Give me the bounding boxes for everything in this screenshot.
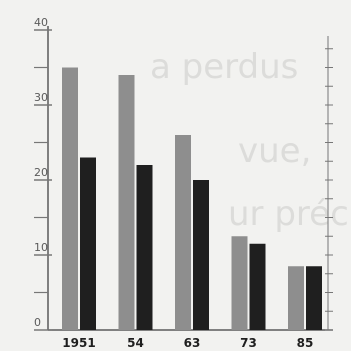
bar-series-2 <box>249 243 266 330</box>
background-text-line: a perdus <box>150 47 298 87</box>
y-tick-label: 0 <box>34 316 41 329</box>
x-tick-label: 85 <box>297 336 314 350</box>
x-tick-label: 63 <box>184 336 201 350</box>
x-tick-label: 54 <box>127 336 144 350</box>
bar-series-1 <box>288 266 304 330</box>
bar-series-2 <box>306 266 322 330</box>
background-text-line: vue, <box>238 131 311 171</box>
background-text-group: a perdus vue, ur précieux <box>150 47 351 234</box>
background-text-line: ur précieux <box>228 194 351 234</box>
bar-series-1 <box>231 236 248 330</box>
y-tick-label: 40 <box>34 16 48 29</box>
bar-series-1 <box>118 75 135 330</box>
bar-series-2 <box>193 180 209 330</box>
bar-series-2 <box>136 165 153 330</box>
y-tick-label: 30 <box>34 91 48 104</box>
x-tick-label: 1951 <box>62 336 95 350</box>
y-tick-label: 10 <box>34 241 48 254</box>
right-axis <box>325 36 333 331</box>
x-axis-labels: 1951 54 63 73 85 <box>62 336 313 350</box>
bar-series-2 <box>80 157 96 330</box>
bars-group <box>62 67 322 330</box>
bar-series-1 <box>175 135 191 330</box>
y-tick-label: 20 <box>34 166 48 179</box>
x-tick-label: 73 <box>240 336 257 350</box>
bar-series-1 <box>62 67 78 330</box>
